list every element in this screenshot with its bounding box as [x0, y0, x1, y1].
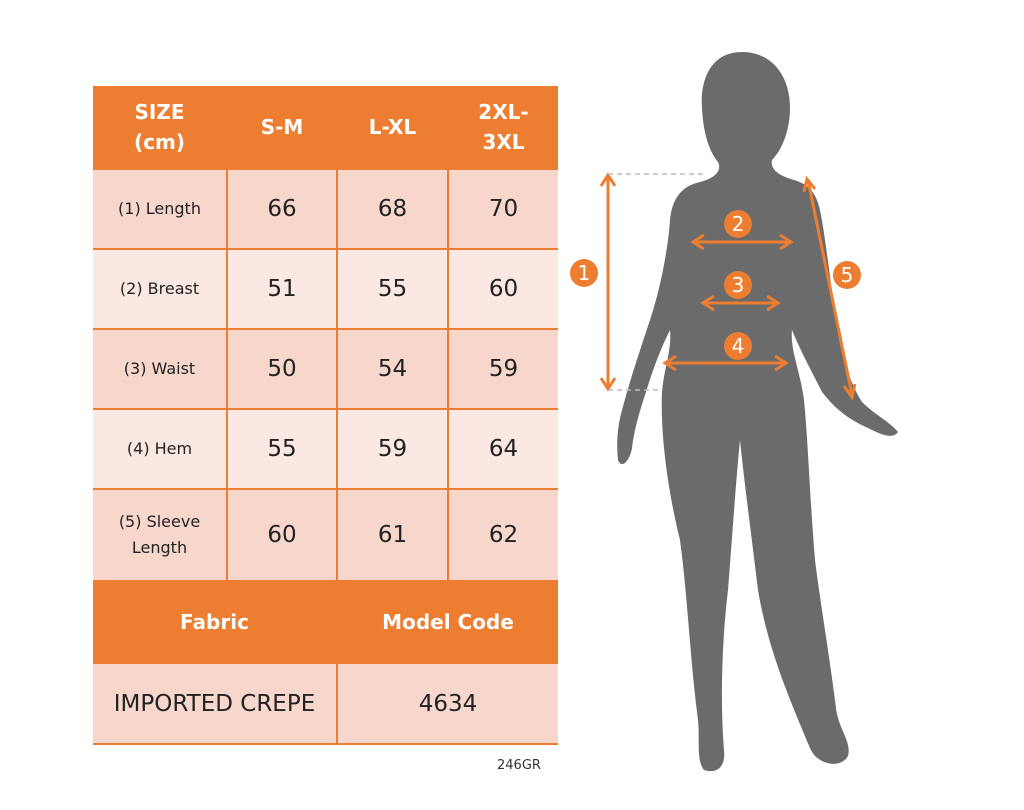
row-label: (4) Hem: [93, 410, 226, 488]
model-code-header: Model Code: [382, 610, 514, 634]
marker-circle: [724, 271, 752, 299]
measurement-value: 68: [338, 170, 447, 248]
measurement-value: 51: [228, 250, 336, 328]
product-code: 246GR: [497, 758, 541, 773]
sleeve-arrow: [806, 179, 854, 396]
measurement-value: 62: [449, 490, 558, 580]
guide-lines: [608, 173, 706, 391]
measurement-value: 50: [228, 330, 336, 408]
size-header: SIZE (cm): [134, 100, 185, 154]
marker-number: 2: [732, 212, 745, 236]
size-column-header: 2XL- 3XL: [478, 100, 529, 154]
size-chart-table: SIZE (cm) S-M L-XL 2XL- 3XL (1) Length 66 68 70…: [93, 86, 558, 745]
measurement-value: 70: [449, 170, 558, 248]
row-label: (3) Waist: [93, 330, 226, 408]
row-label: (5) Sleeve Length: [93, 490, 226, 580]
marker-circle: [724, 332, 752, 360]
size-column-header: L-XL: [368, 115, 417, 139]
measurement-arrows: [599, 172, 857, 401]
size-column-header: S-M: [260, 115, 304, 139]
measurement-value: 55: [228, 410, 336, 488]
marker-circle: [833, 261, 861, 289]
measurement-value: 61: [338, 490, 447, 580]
marker-number: 5: [841, 263, 854, 287]
fabric-header: Fabric: [180, 610, 249, 634]
model-code-value: 4634: [338, 664, 558, 743]
fabric-value: IMPORTED CREPE: [93, 664, 336, 743]
measurement-value: 59: [449, 330, 558, 408]
marker-number: 3: [732, 273, 745, 297]
row-label: (2) Breast: [93, 250, 226, 328]
measurement-value: 60: [228, 490, 336, 580]
marker-circle: [724, 210, 752, 238]
measurement-value: 59: [338, 410, 447, 488]
measurement-value: 60: [449, 250, 558, 328]
marker-number: 1: [578, 261, 591, 285]
row-label: (1) Length: [93, 170, 226, 248]
measurement-value: 54: [338, 330, 447, 408]
marker-circle: [570, 259, 598, 287]
measurement-value: 66: [228, 170, 336, 248]
measurement-value: 64: [449, 410, 558, 488]
marker-number: 4: [732, 334, 745, 358]
measurement-value: 55: [338, 250, 447, 328]
woman-silhouette: [617, 52, 898, 772]
